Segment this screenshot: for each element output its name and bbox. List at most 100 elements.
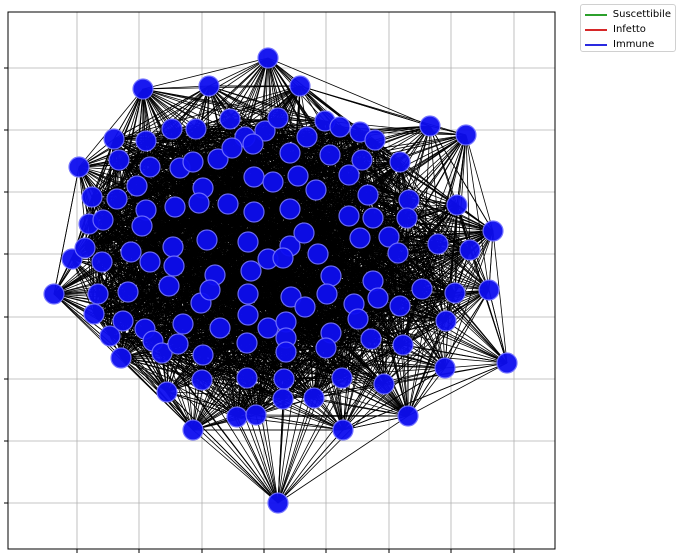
network-node bbox=[267, 107, 289, 129]
network-edge bbox=[359, 237, 439, 245]
legend-line-infected bbox=[585, 28, 607, 31]
network-node bbox=[398, 189, 420, 211]
network-edge bbox=[142, 88, 279, 119]
network-node bbox=[126, 175, 148, 197]
legend: Suscettibile Infetto Immune bbox=[580, 4, 676, 52]
network-node bbox=[307, 243, 329, 265]
network-edge bbox=[109, 335, 168, 393]
network-node bbox=[164, 196, 186, 218]
network-node bbox=[99, 325, 121, 347]
network-node bbox=[198, 75, 220, 97]
network-edge bbox=[341, 377, 409, 417]
network-edge bbox=[407, 362, 508, 417]
network-edge bbox=[246, 338, 372, 379]
network-node bbox=[91, 251, 113, 273]
network-edge bbox=[182, 323, 285, 380]
network-edge bbox=[246, 338, 372, 344]
plot-frame bbox=[7, 11, 556, 550]
network-node bbox=[373, 373, 395, 395]
network-edge bbox=[201, 351, 287, 381]
network-node bbox=[167, 333, 189, 355]
network-edge bbox=[283, 378, 409, 417]
network-node bbox=[162, 236, 184, 258]
network-edge bbox=[282, 257, 423, 290]
network-edge bbox=[330, 275, 401, 307]
network-edge bbox=[84, 206, 176, 249]
network-edge bbox=[342, 415, 409, 431]
network-edge bbox=[182, 323, 248, 379]
network-edge bbox=[377, 297, 409, 417]
network-edge bbox=[141, 215, 350, 227]
network-edge bbox=[209, 275, 332, 291]
network-node bbox=[262, 171, 284, 193]
network-node bbox=[378, 226, 400, 248]
network-node bbox=[257, 317, 279, 339]
network-edge bbox=[372, 217, 401, 307]
network-edge bbox=[399, 161, 490, 291]
network-node bbox=[435, 310, 457, 332]
network-node bbox=[320, 265, 342, 287]
network-node bbox=[139, 251, 161, 273]
network-edge bbox=[282, 236, 390, 259]
network-edge bbox=[283, 338, 372, 380]
network-node bbox=[434, 357, 456, 379]
network-edge bbox=[53, 293, 111, 337]
network-node bbox=[237, 231, 259, 253]
network-node bbox=[110, 347, 132, 369]
network-edge bbox=[357, 318, 385, 385]
network-edge bbox=[109, 335, 257, 416]
network-edge bbox=[122, 246, 174, 322]
network-node bbox=[446, 194, 468, 216]
network-node bbox=[191, 369, 213, 391]
network-node bbox=[319, 144, 341, 166]
network-edge bbox=[317, 243, 439, 255]
network-edge bbox=[141, 211, 255, 227]
network-edge bbox=[372, 217, 439, 245]
network-node bbox=[275, 341, 297, 363]
network-node bbox=[362, 207, 384, 229]
network-edge bbox=[97, 198, 118, 295]
network-edge bbox=[166, 391, 238, 418]
network-node bbox=[316, 283, 338, 305]
network-edge bbox=[444, 230, 494, 369]
network-node bbox=[367, 287, 389, 309]
network-node bbox=[294, 296, 316, 318]
network-node bbox=[305, 179, 327, 201]
network-edge bbox=[174, 176, 255, 208]
network-edge bbox=[101, 239, 208, 263]
network-node bbox=[188, 192, 210, 214]
network-node bbox=[279, 142, 301, 164]
network-edge bbox=[246, 342, 343, 379]
network-node bbox=[243, 201, 265, 223]
network-node bbox=[43, 283, 65, 305]
network-edge bbox=[102, 166, 151, 221]
network-edge bbox=[192, 429, 279, 504]
network-edge bbox=[247, 293, 385, 385]
network-node bbox=[237, 283, 259, 305]
network-node bbox=[139, 156, 161, 178]
network-node bbox=[106, 188, 128, 210]
network-node bbox=[351, 149, 373, 171]
network-edge bbox=[357, 318, 447, 322]
legend-line-susceptible bbox=[585, 13, 607, 16]
network-node bbox=[135, 130, 157, 152]
network-node bbox=[158, 275, 180, 297]
network-edge bbox=[465, 134, 494, 232]
network-edge bbox=[370, 320, 447, 340]
network-node bbox=[389, 295, 411, 317]
network-node bbox=[156, 381, 178, 403]
network-node bbox=[192, 344, 214, 366]
network-node bbox=[296, 126, 318, 148]
network-edge bbox=[359, 131, 471, 251]
network-edge bbox=[361, 159, 408, 219]
legend-label-susceptible: Suscettibile bbox=[612, 9, 671, 20]
network-edge bbox=[341, 344, 404, 379]
network-edge bbox=[120, 357, 257, 416]
network-edge bbox=[399, 243, 439, 307]
network-node bbox=[221, 137, 243, 159]
network-node bbox=[182, 419, 204, 441]
network-edge bbox=[166, 391, 279, 504]
network-edge bbox=[488, 289, 508, 364]
network-edge bbox=[406, 217, 447, 322]
network-edge bbox=[255, 414, 279, 504]
